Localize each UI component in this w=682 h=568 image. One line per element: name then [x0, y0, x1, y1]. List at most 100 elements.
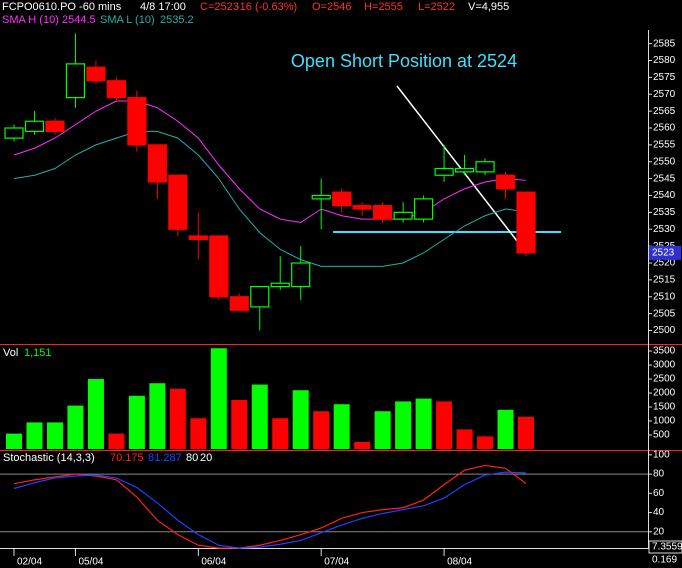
volume-bar — [6, 433, 22, 449]
y-tick-label: 2585 — [653, 38, 676, 49]
candle-body — [86, 66, 106, 82]
y-tick-label: 1000 — [653, 416, 676, 427]
y-tick-label: 2520 — [653, 258, 676, 269]
volume-bar — [477, 436, 494, 449]
candle-body — [475, 161, 495, 173]
y-tick-label: 2535 — [653, 207, 676, 218]
y-tick-label: 2575 — [653, 72, 676, 83]
x-tick-label: 07/04 — [324, 557, 349, 568]
x-tick-label: 05/04 — [78, 557, 103, 568]
legend-value: 2535.2 — [160, 14, 194, 26]
y-tick-label: 2510 — [653, 291, 676, 302]
y-tick-label: 3000 — [653, 360, 676, 371]
sma-line — [13, 100, 527, 224]
volume-bar — [108, 433, 125, 449]
volume-bar — [210, 348, 227, 449]
stochastic-line — [13, 471, 527, 549]
volume-bar — [333, 404, 350, 449]
candle-body — [393, 211, 413, 220]
last-price-box — [649, 245, 681, 260]
volume-bar — [149, 383, 166, 449]
level-label: 80 — [186, 452, 198, 464]
candle-body — [106, 80, 127, 99]
y-tick-label: 2545 — [653, 173, 676, 184]
timestamp: 4/8 17:00 — [140, 1, 186, 13]
volume-bar — [87, 379, 104, 449]
volume-bar — [292, 390, 309, 449]
volume-bar — [251, 384, 268, 449]
quote: L=2522 — [418, 1, 455, 13]
quote: O=2546 — [312, 1, 351, 13]
volume-bar — [354, 442, 371, 449]
candle-body — [516, 191, 536, 254]
y-tick-label: 80 — [653, 469, 665, 480]
y-tick-label: 20 — [653, 526, 665, 537]
annotation: Open Short Position at 2524 — [291, 51, 517, 71]
candle-body — [147, 144, 167, 183]
legend-value: 2544.5 — [62, 14, 96, 26]
candle-body — [65, 63, 86, 99]
candle-body — [4, 127, 24, 139]
y-tick-label: 2580 — [653, 55, 676, 66]
volume-bar — [313, 411, 330, 449]
candle-body — [434, 167, 454, 176]
candle-body — [127, 97, 147, 146]
stochastic-line — [13, 464, 527, 549]
y-tick-label: 2000 — [653, 388, 676, 399]
volume-bar — [456, 429, 473, 449]
volume-bar — [395, 401, 412, 449]
y-tick-label: 2505 — [653, 308, 676, 319]
y-tick-label: 60 — [653, 488, 665, 499]
symbol: FCPO0610.PO -60 mins — [2, 1, 122, 13]
legend-name: SMA L (10) — [100, 14, 155, 26]
legend-value: 81.287 — [148, 452, 182, 464]
volume-bar — [231, 400, 248, 449]
volume-bar — [46, 422, 63, 449]
volume-bar — [190, 418, 207, 449]
candle-body — [188, 235, 208, 240]
y-tick-label: 2500 — [653, 374, 676, 385]
y-tick-label: 500 — [653, 430, 670, 441]
candle-body — [24, 120, 45, 132]
candle-body — [291, 262, 311, 288]
candle-body — [270, 282, 290, 288]
x-tick-label: 06/04 — [201, 557, 226, 568]
legend-value: 70.175 — [110, 452, 144, 464]
candle-body — [352, 205, 372, 210]
quote: C=2523 — [200, 1, 239, 13]
volume-bar — [436, 401, 453, 449]
y-tick-label: 2550 — [653, 156, 676, 167]
volume-bar — [415, 398, 432, 449]
y-tick-label: 2540 — [653, 190, 676, 201]
volume-value: 1,151 — [24, 347, 52, 359]
volume-bar — [497, 409, 514, 449]
y-tick-label: 2530 — [653, 224, 676, 235]
volume-bar — [374, 411, 391, 449]
volume-bar — [518, 416, 534, 449]
level-label: 20 — [200, 452, 212, 464]
legend-name: SMA H (10) — [2, 14, 59, 26]
volume-bar — [128, 395, 145, 449]
candle-body — [414, 198, 434, 220]
stochastic-title: Stochastic (14,3,3) — [3, 452, 95, 464]
x-tick-label: 08/04 — [447, 557, 472, 568]
quote: V=4,955 — [468, 1, 509, 13]
candle-body — [311, 194, 331, 200]
candle-body — [168, 174, 188, 230]
volume-bar — [67, 405, 84, 449]
candle-body — [373, 205, 393, 220]
candle-body — [454, 167, 475, 173]
corner-box — [648, 540, 682, 554]
candle-body — [209, 235, 229, 298]
x-tick-label: 02/04 — [17, 557, 42, 568]
y-tick-label: 100 — [653, 449, 670, 460]
y-tick-label: 2500 — [653, 325, 676, 336]
corner-label: 7.3559 — [652, 542, 682, 553]
y-tick-label: 2565 — [653, 106, 676, 117]
candle-body — [250, 286, 270, 308]
sma-line — [13, 130, 527, 267]
y-tick-label: 3500 — [653, 346, 676, 357]
candle-body — [332, 191, 352, 207]
candle-body — [495, 174, 516, 190]
